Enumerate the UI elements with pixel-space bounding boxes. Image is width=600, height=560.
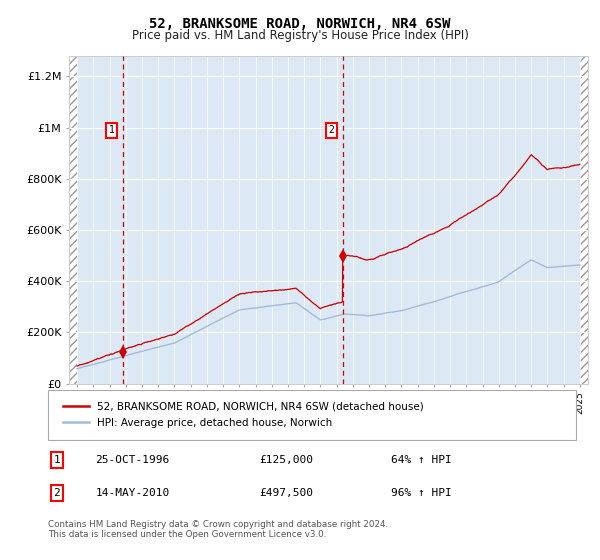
Text: 52, BRANKSOME ROAD, NORWICH, NR4 6SW: 52, BRANKSOME ROAD, NORWICH, NR4 6SW: [149, 17, 451, 31]
Bar: [580, 56, 588, 384]
Text: £125,000: £125,000: [259, 455, 313, 465]
Text: 2: 2: [53, 488, 60, 498]
Legend: 52, BRANKSOME ROAD, NORWICH, NR4 6SW (detached house), HPI: Average price, detac: 52, BRANKSOME ROAD, NORWICH, NR4 6SW (de…: [58, 398, 428, 432]
FancyBboxPatch shape: [48, 390, 576, 440]
Text: 25-OCT-1996: 25-OCT-1996: [95, 455, 170, 465]
Bar: [69, 56, 77, 384]
Text: Contains HM Land Registry data © Crown copyright and database right 2024.
This d: Contains HM Land Registry data © Crown c…: [48, 520, 388, 539]
Text: £497,500: £497,500: [259, 488, 313, 498]
Text: 14-MAY-2010: 14-MAY-2010: [95, 488, 170, 498]
Text: 1: 1: [109, 125, 115, 135]
Text: 96% ↑ HPI: 96% ↑ HPI: [391, 488, 452, 498]
Text: Price paid vs. HM Land Registry's House Price Index (HPI): Price paid vs. HM Land Registry's House …: [131, 29, 469, 42]
Text: 64% ↑ HPI: 64% ↑ HPI: [391, 455, 452, 465]
Text: 1: 1: [53, 455, 60, 465]
Text: 2: 2: [329, 125, 335, 135]
